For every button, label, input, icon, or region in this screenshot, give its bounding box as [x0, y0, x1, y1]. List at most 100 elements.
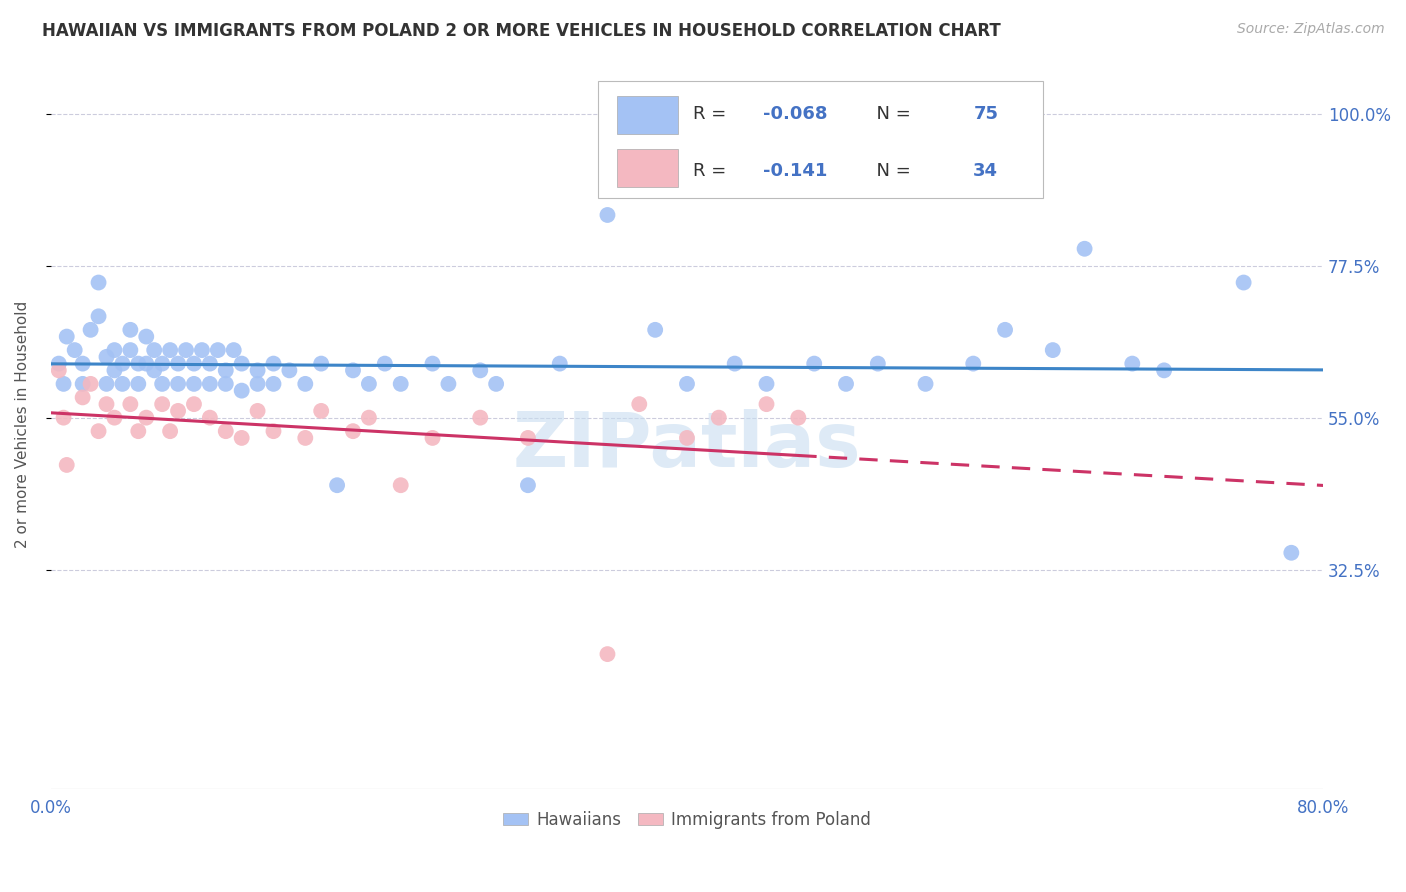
Point [48, 357, 70, 371]
Point [374, 357, 396, 371]
Text: 34: 34 [973, 161, 998, 179]
Point [87, 310, 110, 324]
Point [103, 410, 125, 425]
Point [191, 343, 214, 357]
Point [596, 647, 619, 661]
Point [246, 363, 269, 377]
Point [342, 424, 364, 438]
Point [357, 376, 380, 391]
Point [167, 357, 190, 371]
Point [309, 404, 332, 418]
Text: R =: R = [693, 161, 733, 179]
Point [755, 376, 778, 391]
Text: HAWAIIAN VS IMMIGRANTS FROM POLAND 2 OR MORE VEHICLES IN HOUSEHOLD CORRELATION C: HAWAIIAN VS IMMIGRANTS FROM POLAND 2 OR … [42, 22, 1001, 40]
Point [516, 431, 538, 445]
Point [1153, 363, 1175, 377]
Point [79, 376, 101, 391]
Point [866, 357, 889, 371]
Point [787, 410, 810, 425]
Point [231, 357, 253, 371]
Legend: Hawaiians, Immigrants from Poland: Hawaiians, Immigrants from Poland [496, 805, 877, 836]
Point [246, 404, 269, 418]
Point [52, 410, 75, 425]
Point [309, 357, 332, 371]
Point [803, 357, 825, 371]
Text: ZIPatlas: ZIPatlas [513, 409, 862, 483]
Point [246, 376, 269, 391]
Point [55, 329, 77, 343]
Point [127, 357, 149, 371]
Point [183, 376, 205, 391]
Point [167, 404, 190, 418]
Point [389, 478, 412, 492]
Point [215, 363, 238, 377]
Point [1073, 242, 1095, 256]
Point [55, 458, 77, 472]
Point [1121, 357, 1143, 371]
Point [127, 424, 149, 438]
Point [96, 397, 118, 411]
Text: N =: N = [865, 105, 917, 123]
Point [63, 343, 86, 357]
Point [135, 329, 157, 343]
Point [422, 431, 444, 445]
Point [914, 376, 936, 391]
FancyBboxPatch shape [598, 81, 1043, 198]
Point [143, 363, 166, 377]
Text: -0.068: -0.068 [763, 105, 828, 123]
Point [52, 376, 75, 391]
Point [120, 323, 142, 337]
Point [150, 357, 173, 371]
Point [150, 376, 173, 391]
Point [96, 376, 118, 391]
Point [120, 343, 142, 357]
Point [72, 391, 94, 405]
Point [48, 363, 70, 377]
Point [231, 384, 253, 398]
Point [87, 276, 110, 290]
Point [676, 376, 699, 391]
Point [215, 424, 238, 438]
Point [485, 376, 508, 391]
Point [198, 376, 221, 391]
Point [342, 363, 364, 377]
Point [278, 363, 301, 377]
FancyBboxPatch shape [617, 149, 678, 187]
Text: N =: N = [865, 161, 917, 179]
Point [470, 410, 492, 425]
Point [127, 376, 149, 391]
Point [676, 431, 699, 445]
Point [263, 424, 285, 438]
Point [183, 357, 205, 371]
Point [628, 397, 651, 411]
Point [72, 357, 94, 371]
Point [96, 350, 118, 364]
Point [724, 357, 747, 371]
Text: 75: 75 [973, 105, 998, 123]
Point [215, 376, 238, 391]
Point [437, 376, 460, 391]
Point [755, 397, 778, 411]
Point [644, 323, 666, 337]
Point [103, 363, 125, 377]
Point [1279, 546, 1302, 560]
Point [79, 323, 101, 337]
Point [263, 376, 285, 391]
Point [294, 431, 316, 445]
Point [135, 357, 157, 371]
Point [548, 357, 571, 371]
Point [263, 357, 285, 371]
Point [135, 410, 157, 425]
Point [596, 208, 619, 222]
Point [326, 478, 349, 492]
FancyBboxPatch shape [617, 96, 678, 134]
Point [389, 376, 412, 391]
Point [174, 343, 197, 357]
Point [707, 410, 730, 425]
Point [994, 323, 1017, 337]
Point [143, 343, 166, 357]
Point [470, 363, 492, 377]
Point [150, 397, 173, 411]
Point [357, 410, 380, 425]
Point [103, 343, 125, 357]
